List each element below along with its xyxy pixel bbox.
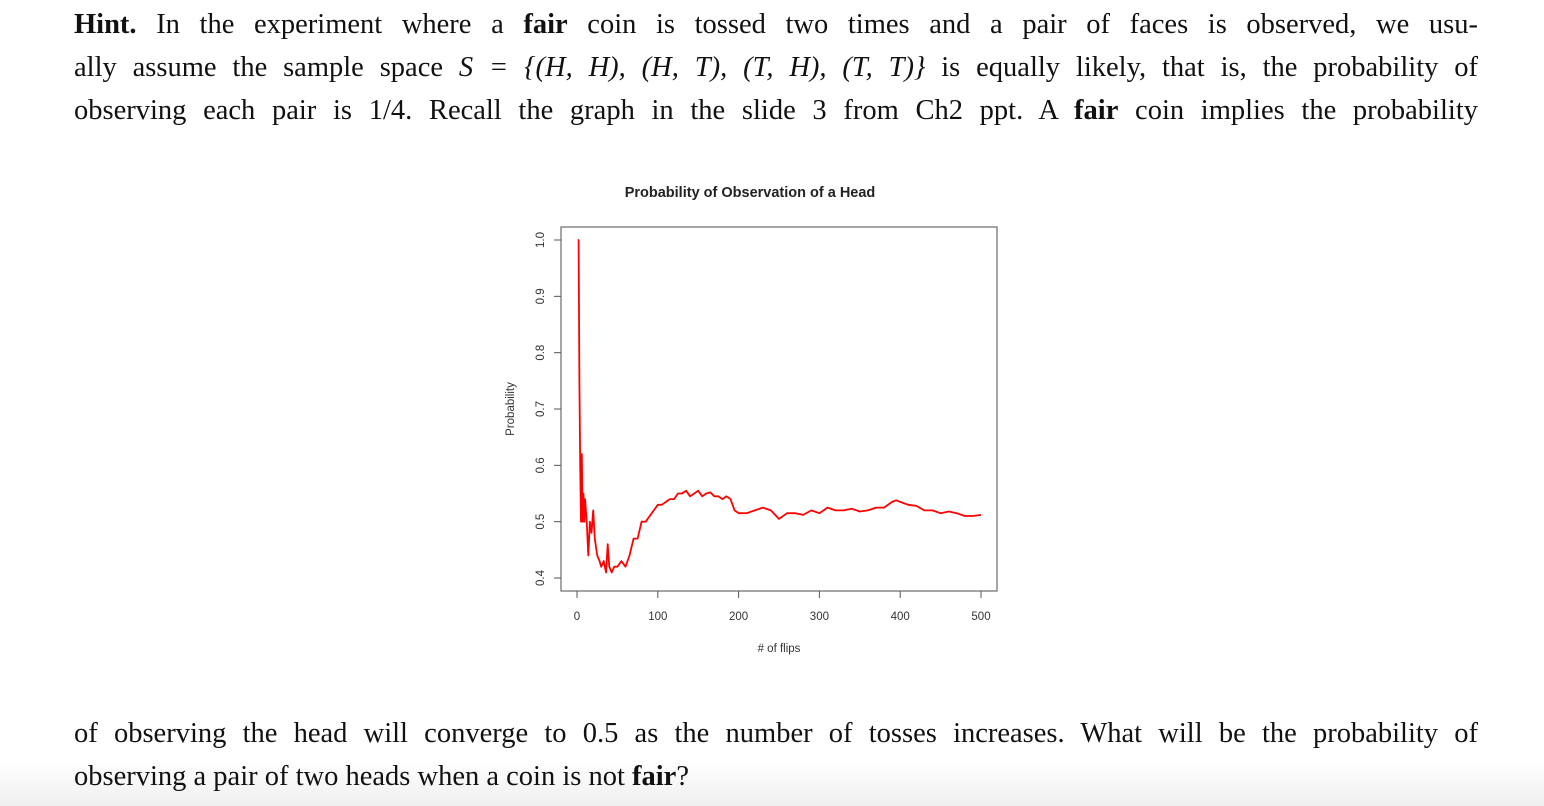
y-tick-label: 0.4	[535, 569, 547, 586]
plot-frame	[560, 226, 998, 592]
hint-paragraph: Hint. In the experiment where a fair coi…	[74, 3, 1478, 132]
text-segment: ally assume the sample space	[74, 52, 459, 83]
x-tick-label: 200	[729, 611, 748, 623]
emphasis-fair: fair	[632, 761, 677, 792]
text-segment: coin is tossed two times and a pair of f…	[567, 9, 1478, 40]
sample-space-formula: S = {(H, H), (H, T), (T, H), (T, T)}	[458, 52, 926, 83]
text-segment: coin implies the probability	[1118, 95, 1478, 126]
emphasis-fair: fair	[523, 9, 568, 40]
y-tick-label: 0.7	[535, 401, 547, 417]
y-axis-label: Probability	[505, 382, 517, 436]
x-tick-label: 500	[971, 611, 990, 623]
x-tick-label: 100	[648, 611, 667, 623]
question-paragraph: of observing the head will converge to 0…	[74, 712, 1478, 798]
hint-line-3: observing each pair is 1/4. Recall the g…	[74, 89, 1478, 132]
x-tick-label: 400	[891, 611, 910, 623]
y-tick-label: 1.0	[535, 232, 547, 248]
question-line-2: observing a pair of two heads when a coi…	[74, 755, 1478, 798]
y-tick-label: 0.8	[535, 345, 547, 361]
question-line-1: of observing the head will converge to 0…	[74, 718, 1478, 749]
chart-title: Probability of Observation of a Head	[624, 185, 876, 201]
x-tick-label: 0	[574, 611, 580, 623]
hint-line-1: Hint. In the experiment where a fair coi…	[74, 3, 1478, 46]
y-tick-label: 0.9	[535, 288, 547, 304]
y-tick-label: 0.6	[535, 457, 547, 473]
hint-line-2: ally assume the sample space S = {(H, H)…	[74, 46, 1478, 89]
y-axis: 0.4 0.5 0.6 0.7 0.8 0.9 1.0	[535, 232, 561, 586]
text-segment: ?	[676, 761, 689, 792]
x-tick-label: 300	[810, 611, 829, 623]
text-segment: In the experiment where a	[136, 9, 524, 40]
text-segment: observing a pair of two heads when a coi…	[74, 761, 632, 792]
probability-line	[577, 239, 982, 574]
x-axis-label: # of flips	[758, 643, 801, 655]
x-axis: 0 100 200 300 400 500	[574, 591, 991, 623]
emphasis-fair: fair	[1074, 95, 1119, 126]
text-segment: observing each pair is 1/4. Recall the g…	[74, 95, 1075, 126]
hint-label: Hint.	[74, 9, 137, 40]
y-tick-label: 0.5	[535, 514, 547, 530]
line-chart: 0.4 0.5 0.6 0.7 0.8 0.9 1.0 0 100 200 300 400 500 #…	[505, 226, 998, 655]
probability-figure: Probability of Observation of a Head 0.4…	[490, 175, 1010, 665]
text-segment: is equally likely, that is, the probabil…	[925, 52, 1478, 83]
